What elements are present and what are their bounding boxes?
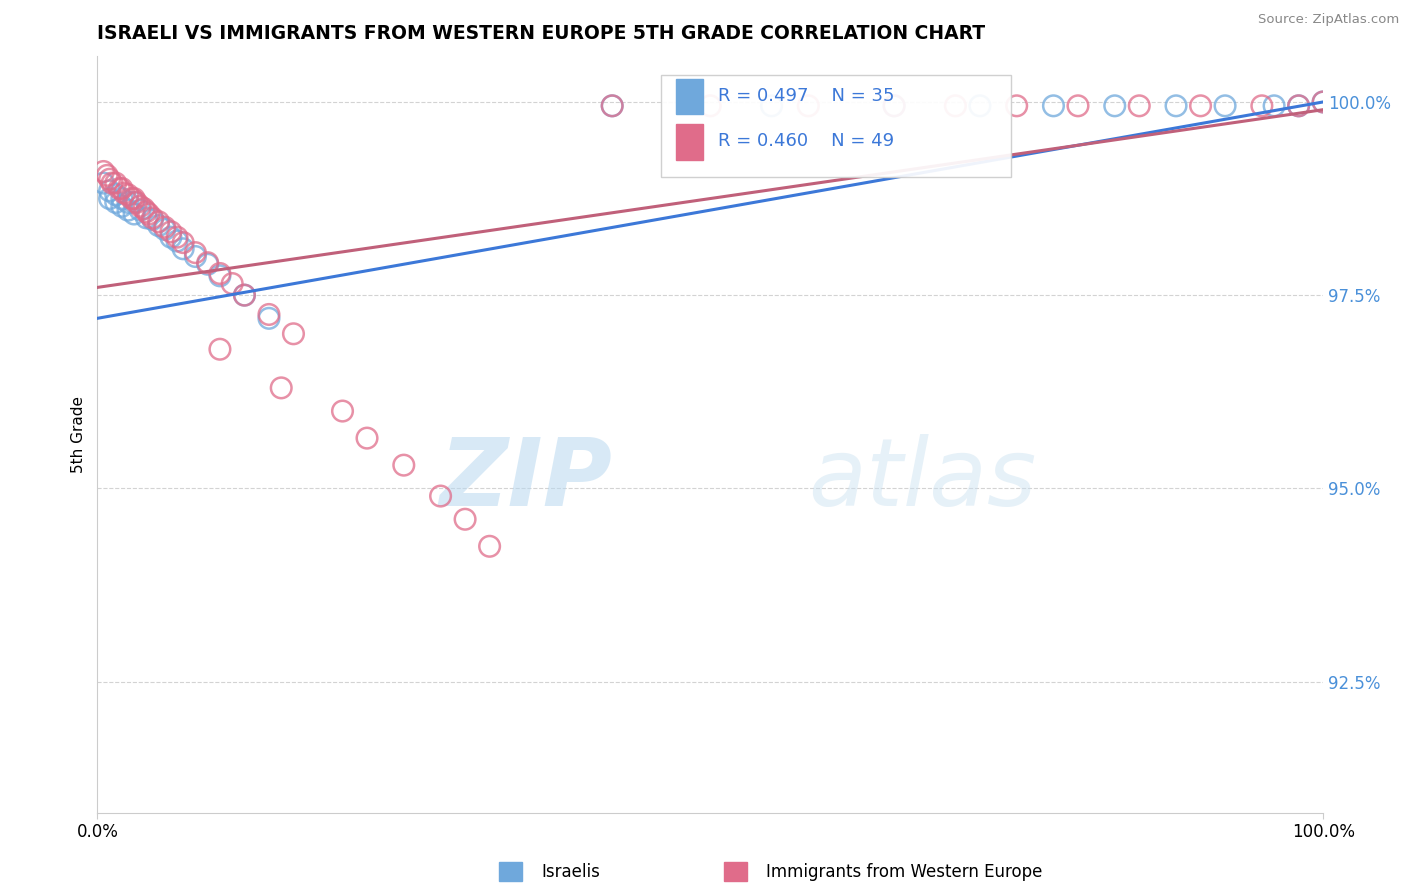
Text: Source: ZipAtlas.com: Source: ZipAtlas.com <box>1258 13 1399 27</box>
Point <box>1104 99 1126 113</box>
Point <box>104 195 127 210</box>
Point <box>111 181 134 195</box>
Point <box>122 195 145 210</box>
Point <box>148 215 170 229</box>
Point <box>148 219 170 233</box>
Point <box>270 381 292 395</box>
Point <box>138 207 160 221</box>
Text: Israelis: Israelis <box>541 863 600 881</box>
Point <box>221 277 243 291</box>
Point <box>208 343 231 357</box>
Point <box>233 288 256 302</box>
Point <box>93 176 115 190</box>
Point <box>1213 99 1236 113</box>
Point <box>121 192 143 206</box>
Point <box>429 489 451 503</box>
Point <box>166 234 188 248</box>
Point <box>132 202 155 216</box>
Point <box>172 235 194 250</box>
Point <box>478 539 501 553</box>
FancyBboxPatch shape <box>661 75 1011 177</box>
Point <box>1067 99 1090 113</box>
Point <box>257 311 280 326</box>
Point <box>160 225 183 239</box>
Point <box>166 230 188 244</box>
Point <box>160 230 183 244</box>
Point <box>112 186 135 201</box>
Point <box>883 99 905 113</box>
Point <box>600 99 623 113</box>
Point <box>208 267 231 281</box>
Point <box>392 458 415 472</box>
Point <box>208 268 231 283</box>
Point <box>883 99 905 113</box>
Point <box>969 99 991 113</box>
Point <box>1042 99 1064 113</box>
Point <box>96 169 118 183</box>
Point <box>141 212 163 227</box>
Point <box>699 99 721 113</box>
Point <box>184 250 207 264</box>
Point <box>197 257 219 271</box>
Point <box>1250 99 1272 113</box>
Bar <box>676 78 703 114</box>
Point <box>1189 99 1212 113</box>
Text: ZIP: ZIP <box>439 434 612 525</box>
Point <box>108 181 131 195</box>
Point <box>184 245 207 260</box>
Point <box>197 255 219 269</box>
Point <box>332 404 354 418</box>
Point <box>117 203 139 218</box>
Point <box>98 172 121 186</box>
Point <box>1128 99 1150 113</box>
Text: Immigrants from Western Europe: Immigrants from Western Europe <box>766 863 1043 881</box>
Point <box>141 211 163 225</box>
Point <box>1288 99 1310 113</box>
Point <box>153 222 176 236</box>
Point <box>1288 99 1310 113</box>
Point <box>101 176 124 190</box>
Point <box>257 308 280 322</box>
Text: R = 0.460    N = 49: R = 0.460 N = 49 <box>717 132 894 150</box>
Point <box>283 326 305 341</box>
Point <box>111 192 134 206</box>
Point <box>98 184 121 198</box>
Point <box>111 199 134 213</box>
Point <box>153 220 176 235</box>
Text: atlas: atlas <box>808 434 1036 525</box>
Point <box>98 192 121 206</box>
Text: ISRAELI VS IMMIGRANTS FROM WESTERN EUROPE 5TH GRADE CORRELATION CHART: ISRAELI VS IMMIGRANTS FROM WESTERN EUROP… <box>97 24 986 43</box>
Point <box>761 99 783 113</box>
Point <box>454 512 477 526</box>
Point <box>135 204 157 219</box>
Point <box>1005 99 1028 113</box>
Text: R = 0.497    N = 35: R = 0.497 N = 35 <box>717 87 894 104</box>
Point <box>172 242 194 256</box>
Point <box>600 99 623 113</box>
Point <box>135 211 157 225</box>
Point <box>356 431 378 445</box>
Point <box>117 195 139 210</box>
Point <box>93 164 115 178</box>
Point <box>125 195 148 210</box>
Y-axis label: 5th Grade: 5th Grade <box>72 396 86 473</box>
Point <box>117 187 139 202</box>
Point <box>104 187 127 202</box>
Point <box>945 99 967 113</box>
Point <box>122 207 145 221</box>
Point <box>233 288 256 302</box>
Point <box>104 176 127 190</box>
Point <box>797 99 820 113</box>
Point <box>129 199 152 213</box>
Point <box>129 203 152 218</box>
Point <box>1164 99 1187 113</box>
Point <box>1312 95 1334 109</box>
Point <box>1263 99 1285 113</box>
Point <box>1312 95 1334 109</box>
Bar <box>676 124 703 160</box>
Point <box>122 192 145 206</box>
